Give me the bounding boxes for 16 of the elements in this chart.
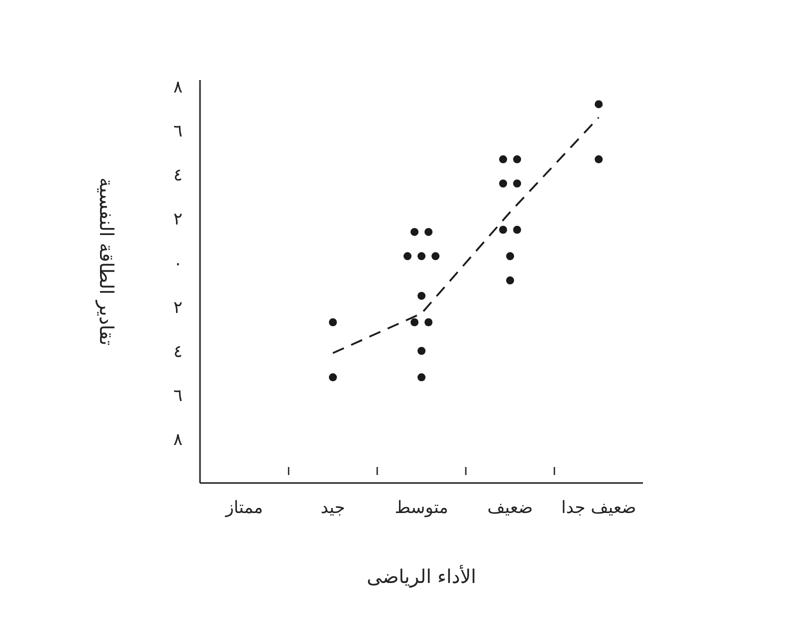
x-tick-label: ممتاز xyxy=(224,498,264,518)
y-tick-label: ٢ xyxy=(173,298,183,318)
x-axis-title: الأداء الرياضى xyxy=(366,564,476,588)
x-tick-label: متوسط xyxy=(394,498,448,518)
y-tick-label: ٤ xyxy=(173,342,183,362)
x-tick-label: ضعيف جدا xyxy=(561,498,636,518)
y-tick-label: ٦ xyxy=(173,386,183,406)
y-tick-label: ٢ xyxy=(173,210,183,230)
y-tick-label: ٤ xyxy=(173,166,183,186)
y-axis-title: تقادير الطاقة النفسية xyxy=(95,178,117,346)
y-tick-label: ٨ xyxy=(173,78,183,98)
x-tick-label: جيد xyxy=(320,498,346,518)
y-tick-label: ٦ xyxy=(173,122,183,142)
x-tick-label: ضعيف xyxy=(487,498,533,518)
y-tick-label: ٠ xyxy=(173,254,183,274)
y-tick-label: ٨ xyxy=(173,430,183,450)
